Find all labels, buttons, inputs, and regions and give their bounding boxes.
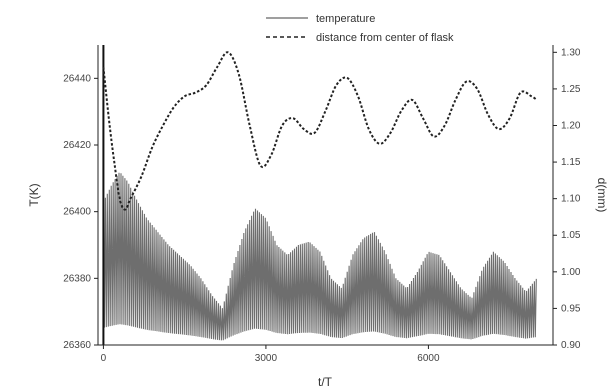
- x-axis-ticks: 0 3000 6000: [101, 345, 440, 364]
- left-tick-label: 26360: [63, 340, 91, 351]
- x-tick-label: 0: [101, 353, 107, 364]
- x-axis-title: t/T: [318, 375, 333, 389]
- temperature-line: [102, 172, 537, 341]
- legend-temperature-label: temperature: [316, 13, 375, 25]
- right-tick-label: 0.90: [561, 340, 581, 351]
- left-axis-ticks: 26440 26420 26400 26380 26360: [63, 73, 98, 351]
- left-tick-label: 26420: [63, 140, 91, 151]
- right-tick-label: 1.25: [561, 84, 581, 95]
- right-tick-label: 1.15: [561, 157, 581, 168]
- legend-distance-label: distance from center of flask: [316, 32, 454, 44]
- temperature-series: [102, 45, 537, 345]
- left-tick-label: 26400: [63, 207, 91, 218]
- right-tick-label: 1.05: [561, 230, 581, 241]
- right-axis-ticks: 1.30 1.25 1.20 1.15 1.10 1.05 1.00 0.95 0.90: [553, 47, 581, 351]
- x-tick-label: 6000: [417, 353, 440, 364]
- left-tick-label: 26380: [63, 273, 91, 284]
- x-tick-label: 3000: [255, 353, 278, 364]
- legend: temperature distance from center of flas…: [266, 13, 454, 44]
- right-tick-label: 1.10: [561, 194, 581, 205]
- left-tick-label: 26440: [63, 73, 91, 84]
- right-axis-title: d(mm): [595, 178, 609, 213]
- right-tick-label: 1.20: [561, 120, 581, 131]
- left-axis-title: T(K): [27, 183, 41, 206]
- right-tick-label: 1.30: [561, 47, 581, 58]
- right-tick-label: 1.00: [561, 267, 581, 278]
- right-tick-label: 0.95: [561, 303, 581, 314]
